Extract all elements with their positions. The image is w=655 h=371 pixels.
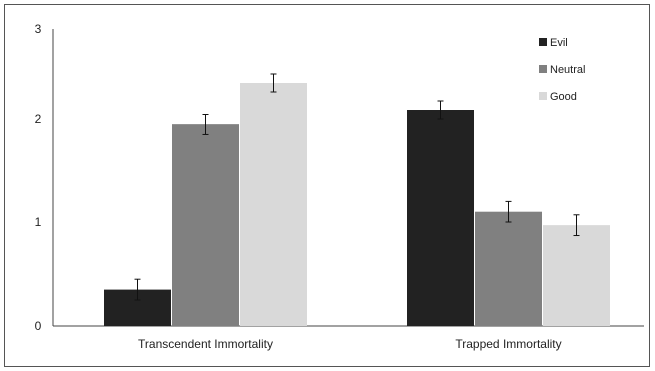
chart-frame: 0 1 2 3 Transcendent Immortality Trapped Immo… <box>4 4 650 367</box>
bar-neutral <box>172 124 239 327</box>
y-tick-label: 1 <box>35 215 42 229</box>
bar-good <box>240 83 307 326</box>
bar-good <box>543 225 610 326</box>
bar-evil <box>407 110 474 326</box>
x-category-label: Trapped Immortality <box>455 337 561 351</box>
y-tick-label: 2 <box>35 112 42 126</box>
y-tick-label: 3 <box>35 22 42 36</box>
legend-label: Neutral <box>550 64 585 76</box>
legend-swatch-neutral <box>539 65 547 73</box>
legend-label: Good <box>550 91 577 103</box>
bar-chart: 0 1 2 3 Transcendent Immortality Trapped Immo… <box>35 22 644 351</box>
legend-swatch-evil <box>539 38 547 46</box>
legend-label: Evil <box>550 37 568 49</box>
x-category-label: Transcendent Immortality <box>138 337 273 351</box>
legend-swatch-good <box>539 92 547 100</box>
bar-neutral <box>475 211 542 326</box>
y-tick-label: 0 <box>35 319 42 333</box>
